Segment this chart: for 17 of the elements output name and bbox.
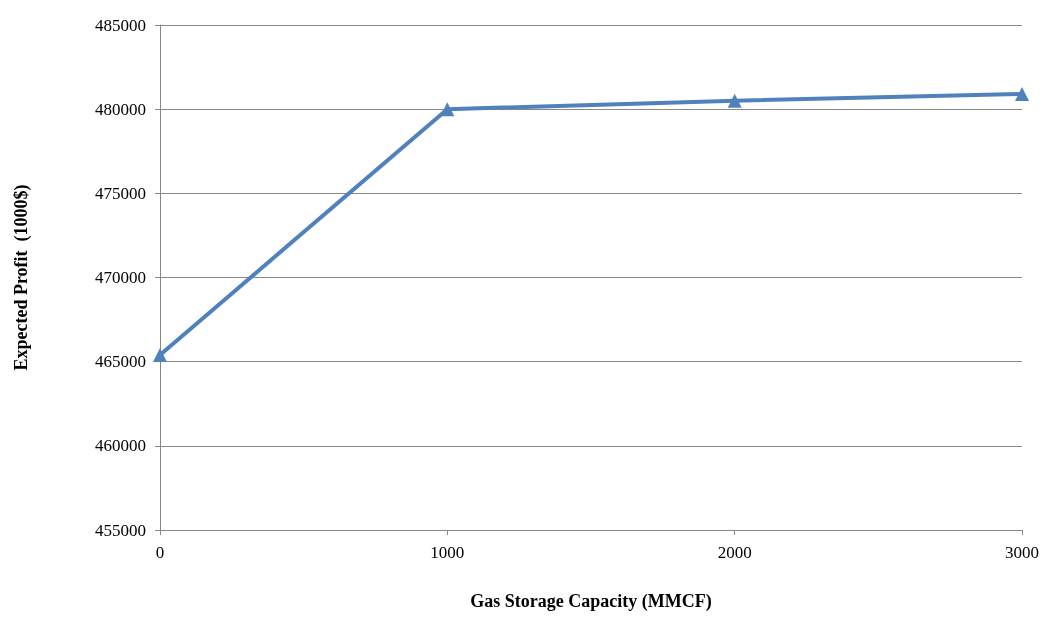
y-tick-label: 485000 bbox=[95, 15, 146, 35]
x-axis-title: Gas Storage Capacity (MMCF) bbox=[470, 591, 712, 612]
x-tick-label: 2000 bbox=[717, 543, 752, 562]
x-tick-label: 1000 bbox=[430, 543, 465, 562]
y-tick-label: 455000 bbox=[95, 520, 146, 540]
x-tick-label: 0 bbox=[155, 543, 165, 562]
y-tick-label: 470000 bbox=[95, 268, 146, 287]
point bbox=[1015, 87, 1029, 102]
point bbox=[727, 93, 742, 108]
x-tick-label: 3000 bbox=[1005, 543, 1039, 562]
y-tick-label: 480000 bbox=[95, 99, 146, 119]
y-axis-title: Expected Profit (1000$) bbox=[11, 184, 32, 371]
point bbox=[440, 102, 455, 117]
point bbox=[153, 347, 167, 362]
y-tick-label: 465000 bbox=[95, 352, 146, 372]
y-tick-label: 460000 bbox=[95, 436, 146, 456]
y-tick-label: 475000 bbox=[95, 183, 146, 203]
